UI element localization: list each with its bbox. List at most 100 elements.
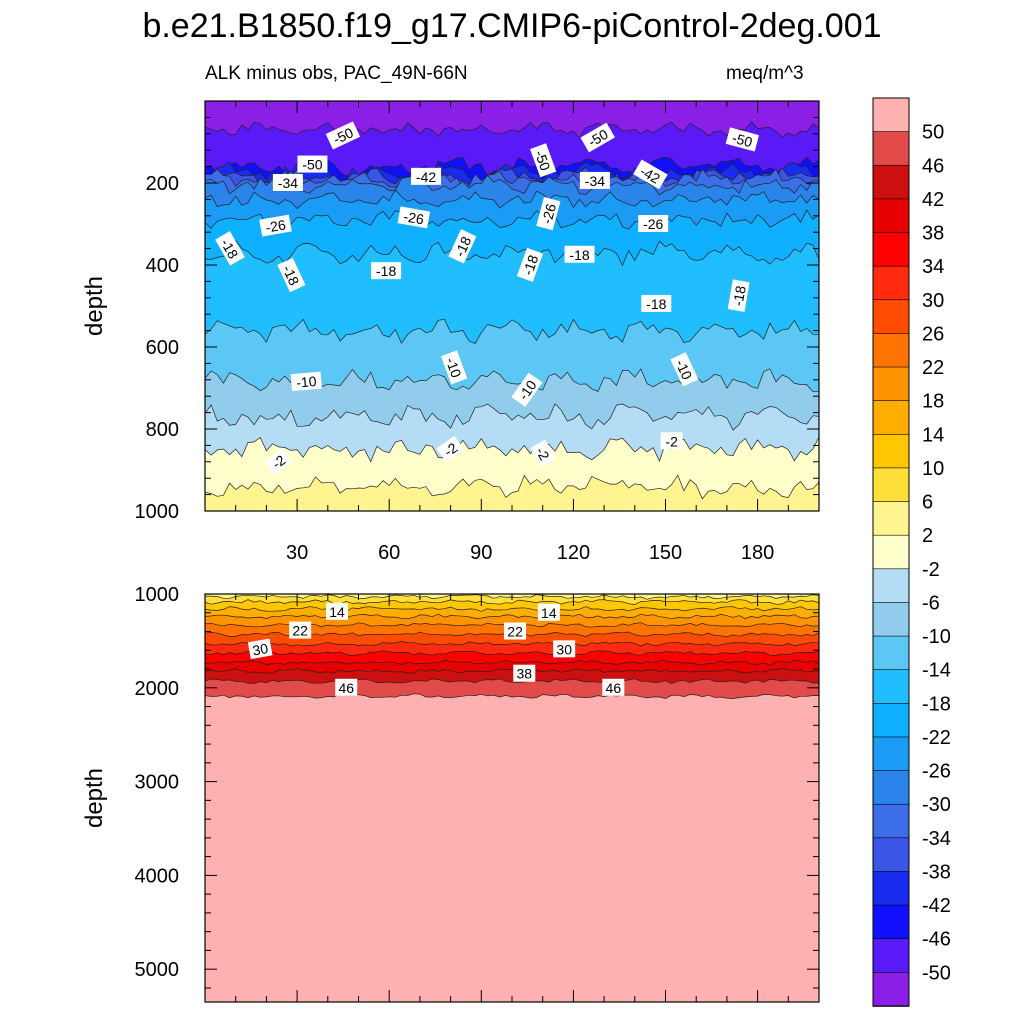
- page-title: b.e21.B1850.f19_g17.CMIP6-piControl-2deg…: [142, 7, 882, 45]
- contour-label: -18: [448, 229, 477, 264]
- colorbar-swatch: [872, 131, 910, 167]
- colorbar-swatch: [872, 938, 910, 974]
- contour-label: 30: [247, 638, 273, 660]
- upper-contour-panel: -50-50 -50-50 -50-42 -42-34 -34-26 -26 -26 -26-…: [81, 100, 820, 564]
- svg-text:22: 22: [507, 624, 523, 640]
- colorbar-label: -26: [922, 761, 951, 783]
- svg-text:-18: -18: [730, 284, 749, 307]
- contour-label: 22: [504, 622, 527, 640]
- contour-label: -2: [436, 435, 465, 463]
- colorbar-swatch: [872, 265, 910, 301]
- y-tick-label: 600: [146, 337, 179, 359]
- contour-line: [205, 209, 819, 230]
- contour-line: [205, 239, 819, 267]
- colorbar: 50 46 42 38 34 30 26 22 18 14 10 6 2 -2 -6 -10 -14 -18 -22…: [872, 97, 951, 1007]
- colorbar-label: 26: [922, 323, 944, 345]
- y-tick-label: 3000: [135, 772, 180, 794]
- svg-text:-10: -10: [296, 373, 318, 391]
- contour-line: [205, 436, 819, 463]
- contour-label: 14: [326, 602, 349, 620]
- colorbar-swatch: [872, 366, 910, 402]
- contour-line: [205, 678, 819, 684]
- x-tick-label: 60: [378, 542, 400, 564]
- svg-text:-10: -10: [443, 355, 465, 380]
- colorbar-swatch: [872, 198, 910, 234]
- colorbar-label: 50: [922, 122, 944, 144]
- svg-text:-10: -10: [672, 357, 695, 382]
- colorbar-label: -34: [922, 828, 951, 850]
- svg-text:46: 46: [606, 680, 622, 696]
- contour-label: 46: [335, 678, 358, 696]
- x-tick-label: 120: [557, 542, 590, 564]
- contour-label: -34: [579, 171, 610, 189]
- colorbar-swatch: [872, 299, 910, 335]
- svg-text:-50: -50: [331, 124, 356, 147]
- svg-text:-26: -26: [402, 208, 425, 227]
- colorbar-label: -10: [922, 626, 951, 648]
- y-axis-label: depth: [81, 276, 108, 336]
- svg-text:-18: -18: [519, 253, 541, 278]
- colorbar-swatch: [872, 703, 910, 738]
- panel-units: meq/m^3: [726, 63, 804, 84]
- contour-label: -50: [325, 121, 361, 150]
- contour-label: -10: [670, 352, 699, 387]
- colorbar-swatch: [872, 501, 910, 536]
- colorbar-swatch: [872, 871, 910, 906]
- svg-text:14: 14: [329, 604, 345, 620]
- contour-line: [205, 613, 819, 620]
- contour-label: -18: [371, 262, 402, 280]
- svg-text:-18: -18: [451, 234, 474, 259]
- contour-label: -34: [272, 174, 303, 191]
- colorbar-label: 18: [922, 391, 944, 413]
- colorbar-label: -46: [922, 929, 951, 951]
- colorbar-label: 14: [922, 424, 944, 446]
- x-tick-label: 180: [741, 542, 774, 564]
- colorbar-swatch: [872, 400, 910, 436]
- svg-text:-50: -50: [302, 157, 322, 173]
- svg-text:-18: -18: [376, 263, 396, 279]
- svg-text:30: 30: [251, 640, 269, 658]
- y-axis-label: depth: [81, 768, 108, 828]
- colorbar-label: 42: [922, 189, 944, 211]
- y-tick-label: 1000: [135, 584, 180, 606]
- x-tick-label: 90: [470, 542, 492, 564]
- contour-line: [205, 650, 819, 656]
- contour-label: -26: [397, 206, 431, 229]
- colorbar-swatch: [872, 635, 910, 671]
- y-tick-label: 5000: [135, 959, 180, 981]
- contour-line: [205, 659, 819, 666]
- contour-line: [205, 599, 819, 605]
- colorbar-label: -30: [922, 794, 951, 816]
- colorbar-swatch: [872, 433, 910, 469]
- svg-text:22: 22: [292, 623, 308, 639]
- colorbar-label: -6: [922, 592, 940, 614]
- contour-label: -50: [530, 143, 557, 178]
- colorbar-label: -50: [922, 962, 951, 984]
- colorbar-label: 38: [922, 223, 944, 245]
- contour-line: [205, 174, 819, 196]
- svg-text:-18: -18: [646, 296, 666, 312]
- colorbar-swatch: [872, 972, 910, 1007]
- colorbar-swatch: [872, 669, 910, 705]
- panel-title-left: ALK minus obs, PAC_49N-66N: [205, 63, 468, 84]
- contour-label: -26: [259, 214, 292, 237]
- colorbar-label: 30: [922, 290, 944, 312]
- colorbar-label: 10: [922, 458, 944, 480]
- x-tick-label: 30: [286, 542, 308, 564]
- colorbar-swatch: [872, 837, 910, 873]
- y-tick-label: 2000: [135, 678, 180, 700]
- colorbar-swatch: [872, 534, 910, 570]
- svg-text:-42: -42: [416, 169, 436, 185]
- y-tick-label: 1000: [135, 501, 180, 523]
- contour-line: [205, 403, 819, 431]
- contour-label: -26: [536, 196, 561, 231]
- svg-text:46: 46: [338, 680, 354, 696]
- colorbar-swatch: [872, 736, 910, 772]
- contour-label: -42: [411, 167, 442, 185]
- contour-line: [205, 474, 819, 500]
- contour-label: -50: [297, 155, 328, 173]
- contour-line: [205, 318, 819, 344]
- colorbar-label: 22: [922, 357, 944, 379]
- svg-text:-26: -26: [538, 202, 559, 226]
- contour-label: -2: [530, 439, 556, 468]
